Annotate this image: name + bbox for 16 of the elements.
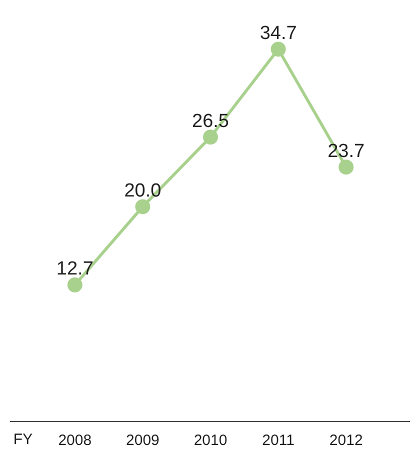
point xyxy=(67,277,82,292)
x-tick-label: 2010 xyxy=(194,432,228,450)
point xyxy=(270,42,286,57)
data-label: 34.7 xyxy=(260,22,297,44)
x-axis-title: FY xyxy=(13,431,33,448)
point xyxy=(203,130,218,145)
point xyxy=(338,160,354,175)
x-tick-label: 2011 xyxy=(262,432,294,450)
point xyxy=(135,199,150,214)
data-label: 23.7 xyxy=(328,140,365,162)
data-label: 26.5 xyxy=(192,110,229,132)
data-label: 12.7 xyxy=(56,258,94,280)
x-tick-label: 2012 xyxy=(329,432,363,450)
x-tick-label: 2009 xyxy=(126,432,160,450)
data-label: 20.0 xyxy=(124,180,162,202)
x-tick-label: 2008 xyxy=(58,432,92,450)
